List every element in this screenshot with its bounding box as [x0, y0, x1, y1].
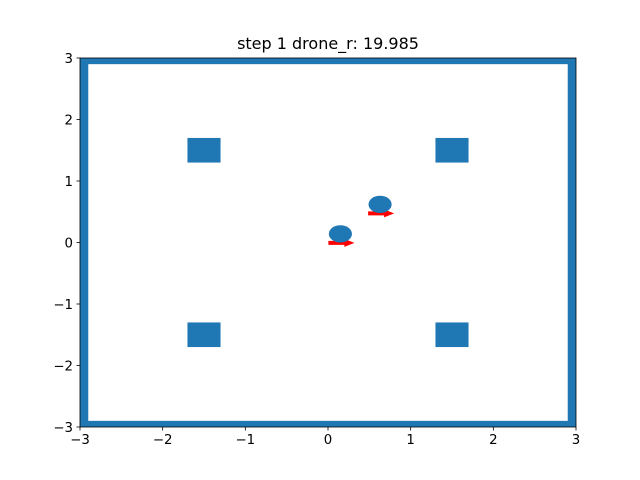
drone-body: [368, 195, 392, 213]
x-tick-label: 0: [324, 433, 332, 448]
y-tick-label: 1: [65, 175, 73, 190]
y-tick-label: −2: [53, 360, 73, 375]
x-tick-label: 3: [572, 433, 580, 448]
axes-frame: [79, 57, 577, 428]
y-tick-label: 0: [65, 237, 73, 252]
x-tick-label: −2: [153, 433, 173, 448]
x-tick-label: −3: [70, 433, 90, 448]
wall-top: [80, 58, 576, 65]
obstacle-3: [187, 322, 221, 348]
drone-2: [368, 195, 395, 218]
x-tick-label: −1: [236, 433, 256, 448]
obstacle-2: [435, 137, 469, 163]
wall-bottom: [80, 420, 576, 427]
axes: −3 −2 −1 0 1 2 3 −3 −2 −1 0 1 2 3: [53, 52, 580, 448]
x-tick-label: 1: [406, 433, 414, 448]
obstacle-4: [435, 322, 469, 348]
y-tick-label: −1: [53, 298, 73, 313]
drone-body: [328, 225, 352, 243]
y-tick-label: 2: [65, 114, 73, 129]
plot-area: [80, 58, 576, 427]
chart-title: step 1 drone_r: 19.985: [237, 34, 419, 54]
y-tick-label: 3: [65, 52, 73, 67]
y-tick-label: −3: [53, 421, 73, 436]
wall-right: [567, 58, 576, 427]
obstacle-1: [187, 137, 221, 163]
x-tick-label: 2: [489, 433, 497, 448]
wall-left: [80, 58, 89, 427]
drone-1: [328, 225, 355, 247]
